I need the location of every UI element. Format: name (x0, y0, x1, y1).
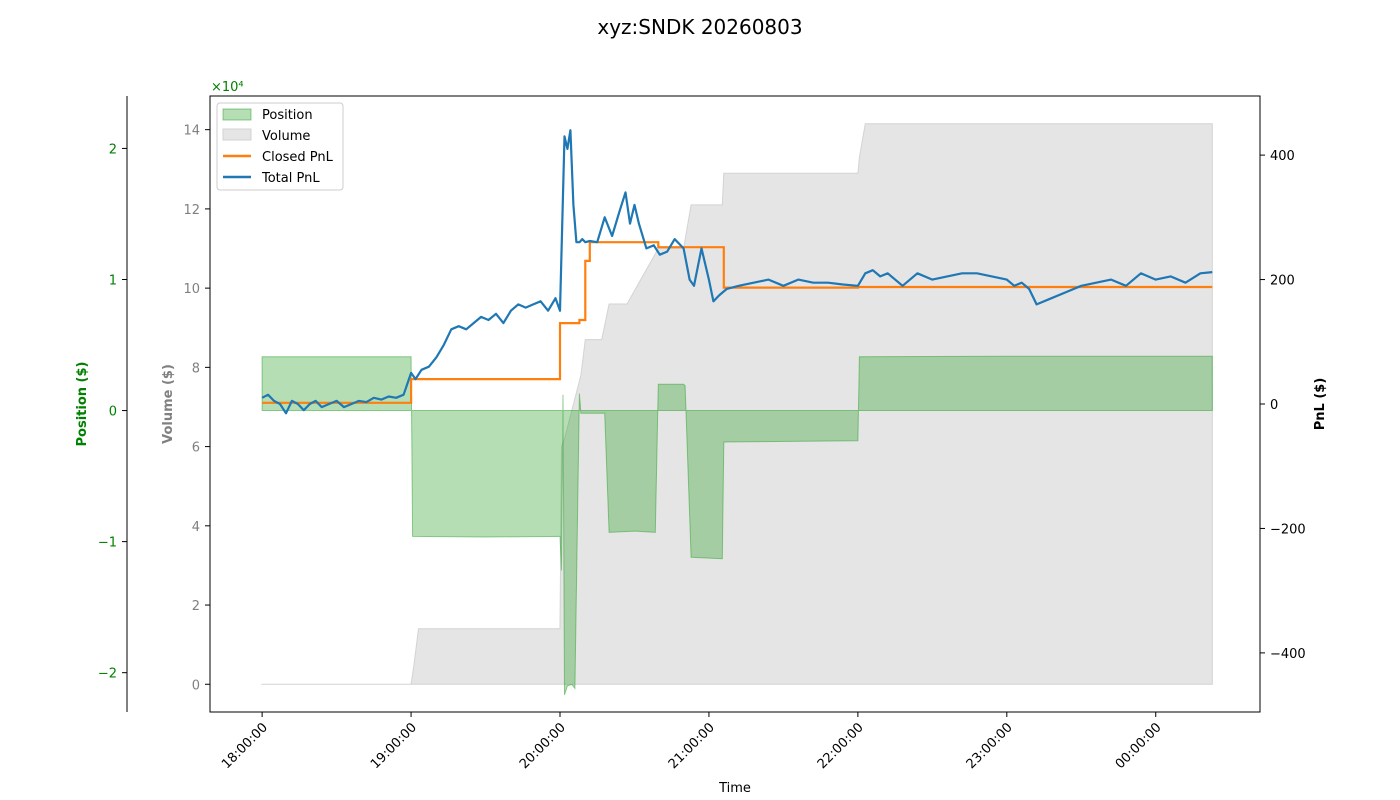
legend: Position Volume Closed PnL Total PnL (216, 102, 344, 191)
position-tick-label: −1 (98, 536, 117, 551)
plot-area (209, 95, 1261, 713)
x-axis-label: Time (718, 781, 751, 796)
volume-area-layer (260, 123, 1213, 685)
pnl-tick-label: 0 (1270, 398, 1278, 413)
legend-frame (216, 102, 344, 191)
volume-axis-label: Volume ($) (161, 364, 176, 444)
position-tick-label: 2 (109, 142, 117, 157)
volume-tick-label: 8 (192, 361, 200, 376)
position-axis: −2 −1 0 1 2 (98, 96, 128, 712)
x-axis: 18:00:00 19:00:00 20:00:00 21:00:00 22:00:00… (219, 712, 1165, 772)
volume-tick-label: 10 (183, 282, 200, 297)
legend-label-total-pnl: Total PnL (261, 171, 320, 186)
x-tick-label: 22:00:00 (815, 720, 867, 772)
chart-title: xyz:SNDK 20260803 (597, 15, 802, 39)
volume-tick-label: 0 (192, 678, 200, 693)
pnl-lines-layer (261, 129, 1213, 415)
volume-tick-label: 4 (192, 520, 200, 535)
position-area (261, 355, 1213, 696)
legend-swatch-position (222, 108, 252, 121)
volume-area (260, 123, 1213, 685)
position-tick-label: 1 (109, 273, 117, 288)
legend-label-closed-pnl: Closed PnL (262, 150, 334, 165)
x-tick-label: 21:00:00 (666, 720, 718, 772)
pnl-axis-label: PnL ($) (1313, 378, 1328, 431)
x-tick-label: 00:00:00 (1113, 720, 1165, 772)
x-tick-label: 19:00:00 (368, 720, 420, 772)
pnl-tick-label: −200 (1270, 522, 1306, 537)
legend-label-position: Position (262, 108, 313, 123)
position-scale-note: ×10⁴ (211, 80, 244, 95)
position-tick-label: 0 (109, 405, 117, 420)
x-tick-label: 23:00:00 (964, 720, 1016, 772)
total-pnl-line (261, 129, 1213, 415)
volume-tick-label: 14 (183, 124, 200, 139)
pnl-axis: −400 −200 0 200 400 (1260, 149, 1306, 662)
legend-swatch-volume (222, 128, 252, 141)
volume-axis: 0 2 4 6 8 10 12 14 (183, 124, 210, 693)
position-axis-label: Position ($) (75, 362, 90, 447)
x-tick-label: 20:00:00 (517, 720, 569, 772)
pnl-tick-label: 400 (1270, 149, 1295, 164)
pnl-tick-label: −400 (1270, 647, 1306, 662)
closed-pnl-line (262, 241, 1213, 404)
position-tick-label: −2 (98, 667, 117, 682)
pnl-tick-label: 200 (1270, 274, 1295, 289)
volume-tick-label: 6 (192, 441, 200, 456)
volume-tick-label: 2 (192, 599, 200, 614)
position-area-layer (261, 355, 1213, 696)
x-tick-label: 18:00:00 (219, 720, 271, 772)
volume-tick-label: 12 (183, 203, 200, 218)
legend-label-volume: Volume (262, 129, 310, 144)
